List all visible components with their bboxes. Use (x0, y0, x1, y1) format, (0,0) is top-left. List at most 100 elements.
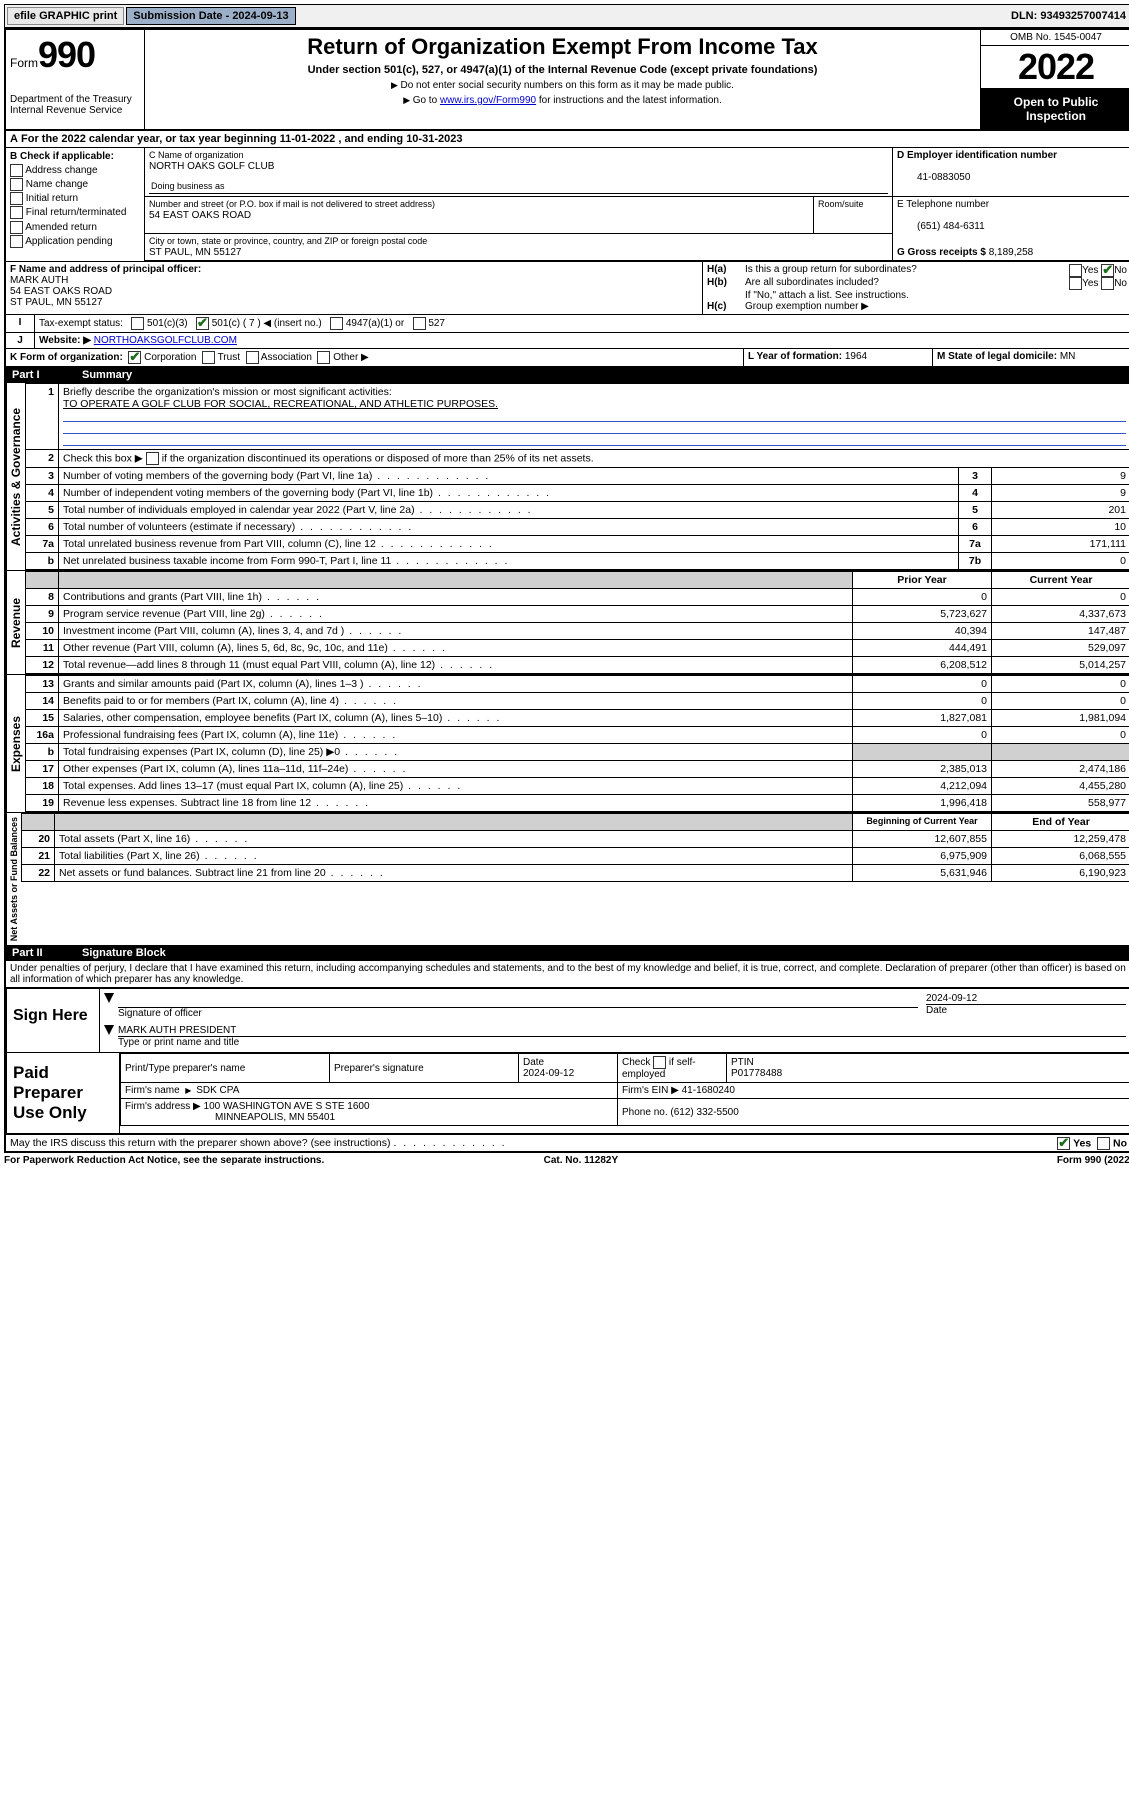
checkbox-icon[interactable] (330, 317, 343, 330)
table-row: 10Investment income (Part VIII, column (… (26, 623, 1129, 640)
print-name-label: Type or print name and title (118, 1037, 239, 1048)
i-label: Tax-exempt status: (39, 318, 123, 329)
irs-link[interactable]: www.irs.gov/Form990 (440, 95, 536, 106)
a-mid: , and ending (335, 133, 406, 145)
paid-preparer-label: Paid Preparer Use Only (7, 1053, 120, 1133)
e-label: E Telephone number (897, 199, 989, 210)
firm-phone: (612) 332-5500 (670, 1107, 738, 1118)
table-row: 11Other revenue (Part VIII, column (A), … (26, 640, 1129, 657)
l-label: L Year of formation: (748, 351, 842, 362)
b-opt-initial: Initial return (26, 193, 78, 204)
no-label: No (1114, 265, 1127, 276)
checkbox-icon[interactable] (1101, 264, 1114, 277)
q2-post: if the organization discontinued its ope… (162, 452, 594, 464)
checkbox-icon[interactable] (1057, 1137, 1070, 1150)
form-id: Form 990 (2022) (1057, 1155, 1129, 1166)
checkbox-icon[interactable] (413, 317, 426, 330)
table-row: 15Salaries, other compensation, employee… (26, 710, 1129, 727)
checkbox-icon[interactable] (10, 192, 23, 205)
checkbox-icon[interactable] (10, 178, 23, 191)
ptin: P01778488 (731, 1068, 782, 1079)
checkbox-icon[interactable] (1069, 277, 1082, 290)
col-curr: Current Year (992, 572, 1129, 589)
no-label: No (1113, 1137, 1127, 1149)
street: 54 EAST OAKS ROAD (149, 210, 251, 221)
checkbox-icon[interactable] (131, 317, 144, 330)
firm-addr2: MINNEAPOLIS, MN 55401 (125, 1112, 335, 1123)
firm-addr-label: Firm's address ▶ (125, 1101, 201, 1112)
col-beg: Beginning of Current Year (853, 814, 992, 831)
website-link[interactable]: NORTHOAKSGOLFCLUB.COM (94, 335, 237, 346)
ptin-label: PTIN (731, 1057, 754, 1068)
checkbox-icon[interactable] (202, 351, 215, 364)
checkbox-icon[interactable] (10, 206, 23, 219)
vlabel-revenue: Revenue (6, 571, 25, 674)
checkbox-icon[interactable] (146, 452, 159, 465)
checkbox-icon[interactable] (1097, 1137, 1110, 1150)
org-name: NORTH OAKS GOLF CLUB (149, 161, 274, 172)
k-assoc: Association (261, 352, 312, 363)
dba-label: Doing business as (151, 181, 225, 191)
officer-addr1: 54 EAST OAKS ROAD (10, 286, 112, 297)
table-row: 17Other expenses (Part IX, column (A), l… (26, 761, 1129, 778)
checkbox-icon[interactable] (653, 1056, 666, 1069)
checkbox-icon[interactable] (1069, 264, 1082, 277)
firm-ein: 41-1680240 (682, 1085, 735, 1096)
checkbox-icon[interactable] (246, 351, 259, 364)
form-subtitle: Under section 501(c), 527, or 4947(a)(1)… (151, 64, 974, 76)
arrow-icon (403, 95, 412, 106)
table-row: 5Total number of individuals employed in… (26, 502, 1129, 519)
pt-sig-label: Preparer's signature (334, 1063, 424, 1074)
discuss-question: May the IRS discuss this return with the… (10, 1137, 391, 1149)
phone: (651) 484-6311 (897, 221, 985, 232)
firm-name: SDK CPA (196, 1085, 239, 1096)
k-other: Other ▶ (333, 352, 368, 363)
vlabel-expenses: Expenses (6, 675, 25, 812)
checkbox-icon[interactable] (10, 221, 23, 234)
b-opt-name: Name change (26, 179, 88, 190)
a-pre: For the 2022 calendar year, or tax year … (21, 133, 280, 145)
form-word: Form (10, 56, 38, 70)
form-number: 990 (38, 34, 95, 76)
firm-ein-label: Firm's EIN ▶ (622, 1085, 679, 1096)
preparer-table: Print/Type preparer's name Preparer's si… (120, 1053, 1129, 1126)
i-501c: 501(c) ( 7 ) ◀ (insert no.) (212, 318, 322, 329)
summary-governance: 1 Briefly describe the organization's mi… (25, 383, 1129, 570)
goto-post: for instructions and the latest informat… (536, 95, 722, 106)
checkbox-icon[interactable] (196, 317, 209, 330)
room-label: Room/suite (818, 199, 864, 209)
vlabel-netassets: Net Assets or Fund Balances (6, 813, 21, 945)
sig-date: 2024-09-12 (926, 993, 1126, 1004)
checkbox-icon[interactable] (128, 351, 141, 364)
b-opt-amended: Amended return (25, 222, 97, 233)
part1-bar: Part I Summary (6, 367, 1129, 383)
city: ST PAUL, MN 55127 (149, 247, 241, 258)
page-footer: For Paperwork Reduction Act Notice, see … (4, 1153, 1129, 1166)
arrow-down-icon (104, 1025, 114, 1035)
b-label: B Check if applicable: (10, 151, 114, 162)
part1-title: Summary (82, 369, 132, 381)
i-4947: 4947(a)(1) or (346, 318, 404, 329)
k-corp: Corporation (144, 352, 196, 363)
firm-phone-label: Phone no. (622, 1107, 668, 1118)
table-row: 18Total expenses. Add lines 13–17 (must … (26, 778, 1129, 795)
table-row: 8Contributions and grants (Part VIII, li… (26, 589, 1129, 606)
ssn-warning: Do not enter social security numbers on … (400, 80, 733, 91)
checkbox-icon[interactable] (10, 164, 23, 177)
checkbox-icon[interactable] (1101, 277, 1114, 290)
efile-graphic-btn[interactable]: efile GRAPHIC print (7, 7, 124, 25)
yes-label: Yes (1082, 265, 1098, 276)
checkbox-icon[interactable] (10, 235, 23, 248)
table-row: 19Revenue less expenses. Subtract line 1… (26, 795, 1129, 812)
table-row: 16aProfessional fundraising fees (Part I… (26, 727, 1129, 744)
part2-num: Part II (12, 947, 82, 959)
table-row: bTotal fundraising expenses (Part IX, co… (26, 744, 1129, 761)
submission-date: Submission Date - 2024-09-13 (126, 7, 295, 25)
j-label: Website: ▶ (39, 335, 91, 346)
line-a-taxyear: A For the 2022 calendar year, or tax yea… (6, 131, 1129, 148)
k-trust: Trust (218, 352, 240, 363)
pt-date-label: Date (523, 1057, 544, 1068)
yes-label: Yes (1073, 1137, 1091, 1149)
no-label: No (1114, 278, 1127, 289)
checkbox-icon[interactable] (317, 351, 330, 364)
